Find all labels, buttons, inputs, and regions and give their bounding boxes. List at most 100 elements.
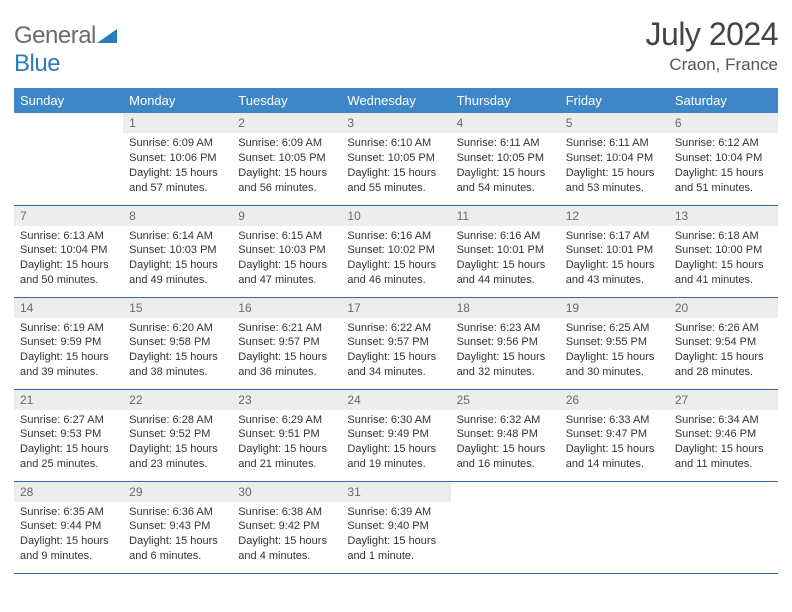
daylight-text: and 23 minutes. — [129, 457, 226, 472]
day-details: Sunrise: 6:21 AMSunset: 9:57 PMDaylight:… — [232, 318, 341, 384]
daylight-text: and 6 minutes. — [129, 549, 226, 564]
day-header: Thursday — [451, 88, 560, 113]
day-number: 27 — [669, 390, 778, 410]
daylight-text: and 41 minutes. — [675, 273, 772, 288]
daylight-text: and 34 minutes. — [347, 365, 444, 380]
daylight-text: Daylight: 15 hours — [566, 258, 663, 273]
daylight-text: Daylight: 15 hours — [20, 534, 117, 549]
daylight-text: and 28 minutes. — [675, 365, 772, 380]
sunrise-text: Sunrise: 6:25 AM — [566, 321, 663, 336]
sunset-text: Sunset: 9:55 PM — [566, 335, 663, 350]
sunset-text: Sunset: 9:51 PM — [238, 427, 335, 442]
sunset-text: Sunset: 10:03 PM — [129, 243, 226, 258]
day-details: Sunrise: 6:32 AMSunset: 9:48 PMDaylight:… — [451, 410, 560, 476]
sunrise-text: Sunrise: 6:27 AM — [20, 413, 117, 428]
daylight-text: Daylight: 15 hours — [347, 442, 444, 457]
day-number: 20 — [669, 298, 778, 318]
sunrise-text: Sunrise: 6:16 AM — [457, 229, 554, 244]
daylight-text: Daylight: 15 hours — [347, 166, 444, 181]
day-header: Saturday — [669, 88, 778, 113]
sunset-text: Sunset: 9:56 PM — [457, 335, 554, 350]
sunset-text: Sunset: 10:02 PM — [347, 243, 444, 258]
day-number: 17 — [341, 298, 450, 318]
daylight-text: Daylight: 15 hours — [129, 442, 226, 457]
calendar-cell: 6Sunrise: 6:12 AMSunset: 10:04 PMDayligh… — [669, 113, 778, 205]
sunset-text: Sunset: 9:48 PM — [457, 427, 554, 442]
daylight-text: Daylight: 15 hours — [238, 350, 335, 365]
daylight-text: and 25 minutes. — [20, 457, 117, 472]
day-number: 1 — [123, 113, 232, 133]
sunset-text: Sunset: 9:43 PM — [129, 519, 226, 534]
daylight-text: Daylight: 15 hours — [457, 166, 554, 181]
day-number: 4 — [451, 113, 560, 133]
sunset-text: Sunset: 9:46 PM — [675, 427, 772, 442]
calendar-cell: 26Sunrise: 6:33 AMSunset: 9:47 PMDayligh… — [560, 389, 669, 481]
sunset-text: Sunset: 10:04 PM — [20, 243, 117, 258]
day-number: 2 — [232, 113, 341, 133]
sunrise-text: Sunrise: 6:16 AM — [347, 229, 444, 244]
day-number: 9 — [232, 206, 341, 226]
daylight-text: Daylight: 15 hours — [238, 258, 335, 273]
calendar-table: SundayMondayTuesdayWednesdayThursdayFrid… — [14, 88, 778, 574]
day-number: 12 — [560, 206, 669, 226]
day-number: 21 — [14, 390, 123, 410]
day-details: Sunrise: 6:27 AMSunset: 9:53 PMDaylight:… — [14, 410, 123, 476]
sunrise-text: Sunrise: 6:11 AM — [566, 136, 663, 151]
day-details: Sunrise: 6:38 AMSunset: 9:42 PMDaylight:… — [232, 502, 341, 568]
day-header: Wednesday — [341, 88, 450, 113]
sunrise-text: Sunrise: 6:28 AM — [129, 413, 226, 428]
daylight-text: Daylight: 15 hours — [238, 442, 335, 457]
daylight-text: Daylight: 15 hours — [675, 258, 772, 273]
day-number: 6 — [669, 113, 778, 133]
calendar-cell: 2Sunrise: 6:09 AMSunset: 10:05 PMDayligh… — [232, 113, 341, 205]
day-number: 10 — [341, 206, 450, 226]
calendar-cell: 7Sunrise: 6:13 AMSunset: 10:04 PMDayligh… — [14, 205, 123, 297]
calendar-cell: 12Sunrise: 6:17 AMSunset: 10:01 PMDaylig… — [560, 205, 669, 297]
sunset-text: Sunset: 9:47 PM — [566, 427, 663, 442]
calendar-cell: 10Sunrise: 6:16 AMSunset: 10:02 PMDaylig… — [341, 205, 450, 297]
sunset-text: Sunset: 9:54 PM — [675, 335, 772, 350]
day-number: 14 — [14, 298, 123, 318]
sunset-text: Sunset: 9:57 PM — [347, 335, 444, 350]
sunset-text: Sunset: 9:42 PM — [238, 519, 335, 534]
calendar-row: 28Sunrise: 6:35 AMSunset: 9:44 PMDayligh… — [14, 481, 778, 573]
day-details: Sunrise: 6:22 AMSunset: 9:57 PMDaylight:… — [341, 318, 450, 384]
daylight-text: Daylight: 15 hours — [347, 534, 444, 549]
day-header-row: SundayMondayTuesdayWednesdayThursdayFrid… — [14, 88, 778, 113]
day-details: Sunrise: 6:16 AMSunset: 10:01 PMDaylight… — [451, 226, 560, 292]
day-number: 24 — [341, 390, 450, 410]
day-details: Sunrise: 6:29 AMSunset: 9:51 PMDaylight:… — [232, 410, 341, 476]
day-number: 5 — [560, 113, 669, 133]
daylight-text: Daylight: 15 hours — [566, 350, 663, 365]
sunset-text: Sunset: 9:58 PM — [129, 335, 226, 350]
calendar-cell: 11Sunrise: 6:16 AMSunset: 10:01 PMDaylig… — [451, 205, 560, 297]
calendar-cell: 22Sunrise: 6:28 AMSunset: 9:52 PMDayligh… — [123, 389, 232, 481]
page-title: July 2024 — [646, 16, 778, 53]
daylight-text: Daylight: 15 hours — [675, 350, 772, 365]
day-header: Tuesday — [232, 88, 341, 113]
sunrise-text: Sunrise: 6:17 AM — [566, 229, 663, 244]
day-details: Sunrise: 6:13 AMSunset: 10:04 PMDaylight… — [14, 226, 123, 292]
sunrise-text: Sunrise: 6:39 AM — [347, 505, 444, 520]
sunset-text: Sunset: 9:57 PM — [238, 335, 335, 350]
daylight-text: Daylight: 15 hours — [675, 166, 772, 181]
daylight-text: and 1 minute. — [347, 549, 444, 564]
daylight-text: and 57 minutes. — [129, 181, 226, 196]
sunrise-text: Sunrise: 6:11 AM — [457, 136, 554, 151]
calendar-cell: 8Sunrise: 6:14 AMSunset: 10:03 PMDayligh… — [123, 205, 232, 297]
daylight-text: Daylight: 15 hours — [20, 442, 117, 457]
calendar-cell: 25Sunrise: 6:32 AMSunset: 9:48 PMDayligh… — [451, 389, 560, 481]
sunset-text: Sunset: 9:40 PM — [347, 519, 444, 534]
calendar-cell: 24Sunrise: 6:30 AMSunset: 9:49 PMDayligh… — [341, 389, 450, 481]
daylight-text: Daylight: 15 hours — [20, 258, 117, 273]
daylight-text: and 11 minutes. — [675, 457, 772, 472]
day-number: 18 — [451, 298, 560, 318]
sunset-text: Sunset: 10:01 PM — [457, 243, 554, 258]
sunrise-text: Sunrise: 6:36 AM — [129, 505, 226, 520]
calendar-cell: 29Sunrise: 6:36 AMSunset: 9:43 PMDayligh… — [123, 481, 232, 573]
calendar-head: SundayMondayTuesdayWednesdayThursdayFrid… — [14, 88, 778, 113]
calendar-cell: 30Sunrise: 6:38 AMSunset: 9:42 PMDayligh… — [232, 481, 341, 573]
day-details: Sunrise: 6:11 AMSunset: 10:04 PMDaylight… — [560, 133, 669, 199]
sunrise-text: Sunrise: 6:12 AM — [675, 136, 772, 151]
calendar-cell: 14Sunrise: 6:19 AMSunset: 9:59 PMDayligh… — [14, 297, 123, 389]
